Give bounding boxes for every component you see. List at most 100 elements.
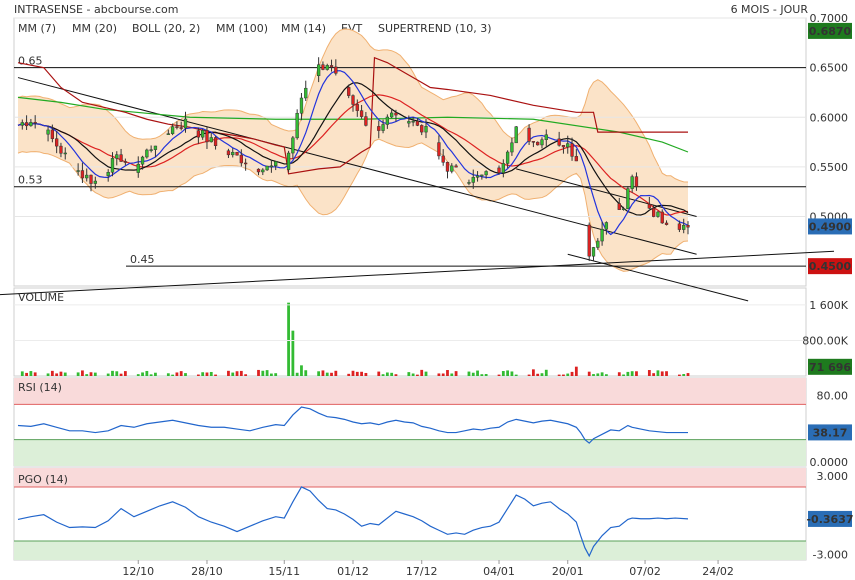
price-badge-text: 0.4900	[809, 220, 852, 233]
volume-bar	[514, 374, 518, 376]
candle-body	[390, 112, 394, 118]
legend-mm14[interactable]: MM (14)	[281, 22, 326, 35]
candle-body	[454, 165, 458, 168]
volume-bar	[506, 370, 510, 376]
price-badge-text: 0.6870	[809, 25, 852, 38]
volume-bar	[592, 374, 595, 376]
candle-body	[596, 240, 600, 248]
candle-body	[153, 145, 158, 150]
volume-bar	[536, 373, 540, 376]
candle-body	[291, 137, 295, 154]
volume-bar	[377, 371, 381, 376]
volume-bar	[209, 371, 213, 376]
candle-body	[574, 156, 578, 162]
volume-bar	[136, 374, 140, 376]
candle-body	[243, 162, 248, 165]
candle-body	[316, 64, 321, 76]
volume-bar	[476, 370, 479, 376]
legend-mm7[interactable]: MM (7)	[18, 22, 56, 35]
candle-body	[544, 134, 548, 140]
rsi-series	[17, 406, 688, 444]
volume-bar	[510, 371, 514, 376]
price-tick-label: 0.7000	[810, 12, 849, 25]
volume-bar	[231, 372, 235, 376]
volume-bar	[334, 370, 338, 376]
indicator-legend: MM (7) MM (20) BOLL (20, 2) MM (100) MM …	[18, 22, 492, 35]
volume-bar	[587, 371, 591, 376]
volume-bar	[214, 374, 217, 376]
support-line-label: 0.65	[18, 55, 43, 68]
candle-body	[115, 154, 119, 159]
legend-boll[interactable]: BOLL (20, 2)	[132, 22, 200, 35]
volume-bar	[244, 374, 248, 376]
support-line-label: 0.45	[130, 253, 155, 266]
volume-bar	[149, 374, 153, 376]
candle-body	[364, 116, 368, 126]
volume-bars	[20, 302, 690, 376]
legend-mm100[interactable]: MM (100)	[216, 22, 268, 35]
volume-bar	[411, 373, 415, 376]
bollinger-band	[17, 28, 689, 272]
pgo-line	[17, 486, 689, 558]
volume-bar	[441, 373, 445, 376]
candle-body	[604, 222, 609, 230]
candle-body	[510, 142, 514, 153]
pgo-tick-label: 3.000	[817, 470, 849, 483]
candle-body	[140, 156, 145, 165]
mm7-line	[17, 70, 689, 236]
volume-bar	[557, 374, 561, 376]
candle-body	[561, 145, 566, 148]
candle-body	[514, 126, 518, 144]
candle-body	[256, 168, 261, 173]
candle-body	[480, 174, 484, 177]
volume-bar	[635, 371, 638, 376]
legend-supertrend[interactable]: SUPERTREND (10, 3)	[378, 22, 492, 35]
legend-mm20[interactable]: MM (20)	[72, 22, 117, 35]
candle-body	[475, 175, 480, 178]
volume-bar	[531, 369, 535, 376]
volume-bar	[25, 372, 28, 376]
volume-bar	[600, 372, 604, 376]
volume-bar	[46, 373, 50, 376]
volume-bar	[325, 372, 329, 376]
candle-body	[647, 204, 651, 209]
candle-body	[359, 110, 364, 117]
candle-body	[304, 87, 308, 99]
volume-bar	[351, 370, 355, 376]
pgo-badge-text: -0.3637	[806, 513, 853, 526]
candle-body	[209, 137, 213, 143]
candle-body	[651, 208, 656, 217]
rsi-title: RSI (14)	[18, 381, 62, 394]
volume-bar	[81, 370, 84, 376]
volume-bar	[196, 374, 200, 376]
volume-bar	[355, 371, 359, 376]
candle-body	[286, 152, 291, 170]
candle-body	[183, 118, 188, 129]
candle-body	[239, 154, 243, 164]
volume-bar	[300, 365, 303, 376]
volume-bar	[617, 372, 621, 376]
candle-body	[467, 182, 471, 184]
price-badge	[808, 258, 852, 275]
volume-bar	[166, 373, 170, 376]
pgo-zones	[14, 468, 806, 560]
x-tick-label: 24/02	[702, 565, 734, 578]
volume-bar	[605, 374, 608, 376]
pgo-title: PGO (14)	[18, 473, 68, 486]
volume-bar	[566, 373, 570, 376]
candle-body	[484, 171, 488, 176]
candle-body	[424, 126, 428, 133]
pgo-zone	[14, 541, 806, 560]
volume-bar	[29, 371, 33, 376]
volume-bar	[450, 373, 454, 376]
candle-body	[415, 120, 420, 126]
candle-body	[411, 120, 415, 123]
candle-body	[437, 142, 441, 157]
volume-bar	[20, 371, 24, 376]
x-axis: 12/10 28/10 15/11 01/12 17/12 04/01 20/01 07/02…	[122, 560, 734, 578]
volume-frame	[13, 287, 807, 377]
volume-bar	[527, 374, 531, 376]
candle-body	[329, 65, 334, 68]
volume-bar	[261, 370, 265, 376]
candle-body	[445, 162, 450, 172]
